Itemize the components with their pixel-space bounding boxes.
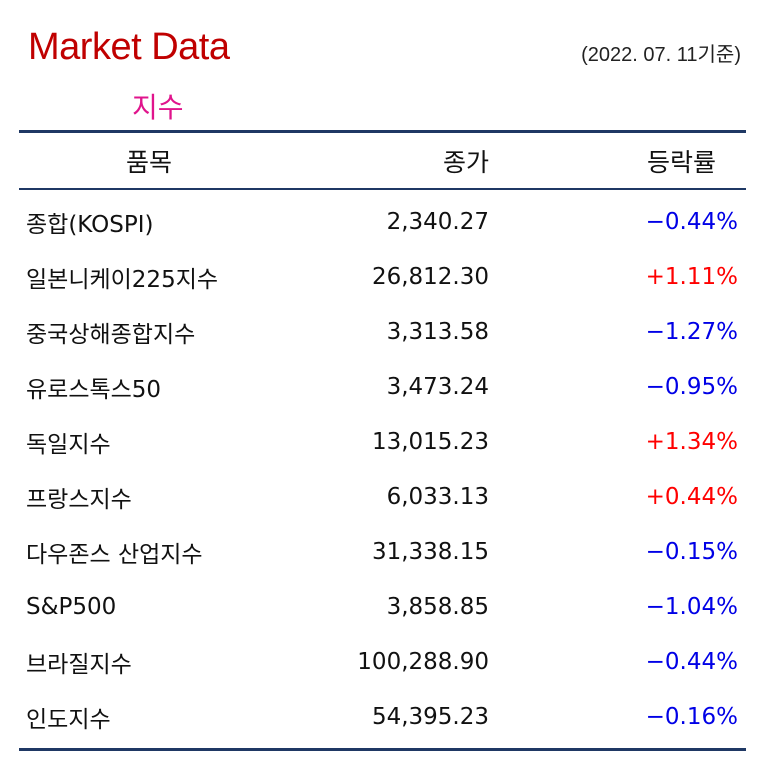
row-close: 6,033.13	[386, 483, 489, 510]
row-name: 브라질지수	[26, 651, 132, 678]
page-title: Market Data	[28, 26, 230, 68]
row-change: +1.11%	[645, 263, 738, 290]
table-row: 인도지수 54,395.23 −0.16%	[19, 689, 746, 744]
row-close: 26,812.30	[371, 263, 489, 290]
row-close: 3,473.24	[386, 373, 489, 400]
row-change: +0.44%	[645, 483, 738, 510]
row-close: 3,313.58	[386, 318, 489, 345]
row-change: −1.04%	[645, 593, 738, 620]
table-row: 브라질지수 100,288.90 −0.44%	[19, 634, 746, 689]
row-change: −1.27%	[645, 318, 738, 345]
table-top-rule	[19, 130, 746, 133]
row-name: 독일지수	[26, 431, 111, 458]
table-row: S&P500 3,858.85 −1.04%	[19, 579, 746, 634]
table-row: 프랑스지수 6,033.13 +0.44%	[19, 469, 746, 524]
row-close: 3,858.85	[386, 593, 489, 620]
row-change: +1.34%	[645, 428, 738, 455]
table-row: 일본니케이225지수 26,812.30 +1.11%	[19, 249, 746, 304]
row-name: 프랑스지수	[26, 486, 132, 513]
row-name: 인도지수	[26, 706, 111, 733]
row-close: 31,338.15	[371, 538, 489, 565]
table-row: 유로스톡스50 3,473.24 −0.95%	[19, 359, 746, 414]
table-bottom-rule	[19, 748, 746, 751]
section-subtitle: 지수	[132, 91, 184, 124]
reference-date: (2022. 07. 11기준)	[581, 44, 741, 66]
row-name: 종합(KOSPI)	[26, 211, 154, 238]
table-header-row: 품목 종가 등락률	[19, 133, 746, 188]
row-change: −0.44%	[645, 208, 738, 235]
row-name: S&P500	[26, 593, 117, 620]
column-header-close: 종가	[442, 147, 489, 177]
table-row: 중국상해종합지수 3,313.58 −1.27%	[19, 304, 746, 359]
row-name: 중국상해종합지수	[26, 321, 196, 348]
row-close: 13,015.23	[371, 428, 489, 455]
row-change: −0.15%	[645, 538, 738, 565]
row-close: 100,288.90	[357, 648, 489, 675]
row-change: −0.16%	[645, 703, 738, 730]
table-header-rule	[19, 188, 746, 190]
row-change: −0.44%	[645, 648, 738, 675]
row-change: −0.95%	[645, 373, 738, 400]
market-index-table: 품목 종가 등락률 종합(KOSPI) 2,340.27 −0.44% 일본니케…	[19, 130, 746, 751]
table-row: 독일지수 13,015.23 +1.34%	[19, 414, 746, 469]
column-header-change: 등락률	[646, 147, 716, 177]
row-close: 54,395.23	[371, 703, 489, 730]
row-name: 유로스톡스50	[26, 376, 162, 403]
table-row: 종합(KOSPI) 2,340.27 −0.44%	[19, 194, 746, 249]
row-name: 일본니케이225지수	[26, 266, 219, 293]
column-header-item: 품목	[125, 147, 172, 177]
row-close: 2,340.27	[386, 208, 489, 235]
table-row: 다우존스 산업지수 31,338.15 −0.15%	[19, 524, 746, 579]
row-name: 다우존스 산업지수	[26, 541, 203, 568]
table-body: 종합(KOSPI) 2,340.27 −0.44% 일본니케이225지수 26,…	[19, 190, 746, 748]
